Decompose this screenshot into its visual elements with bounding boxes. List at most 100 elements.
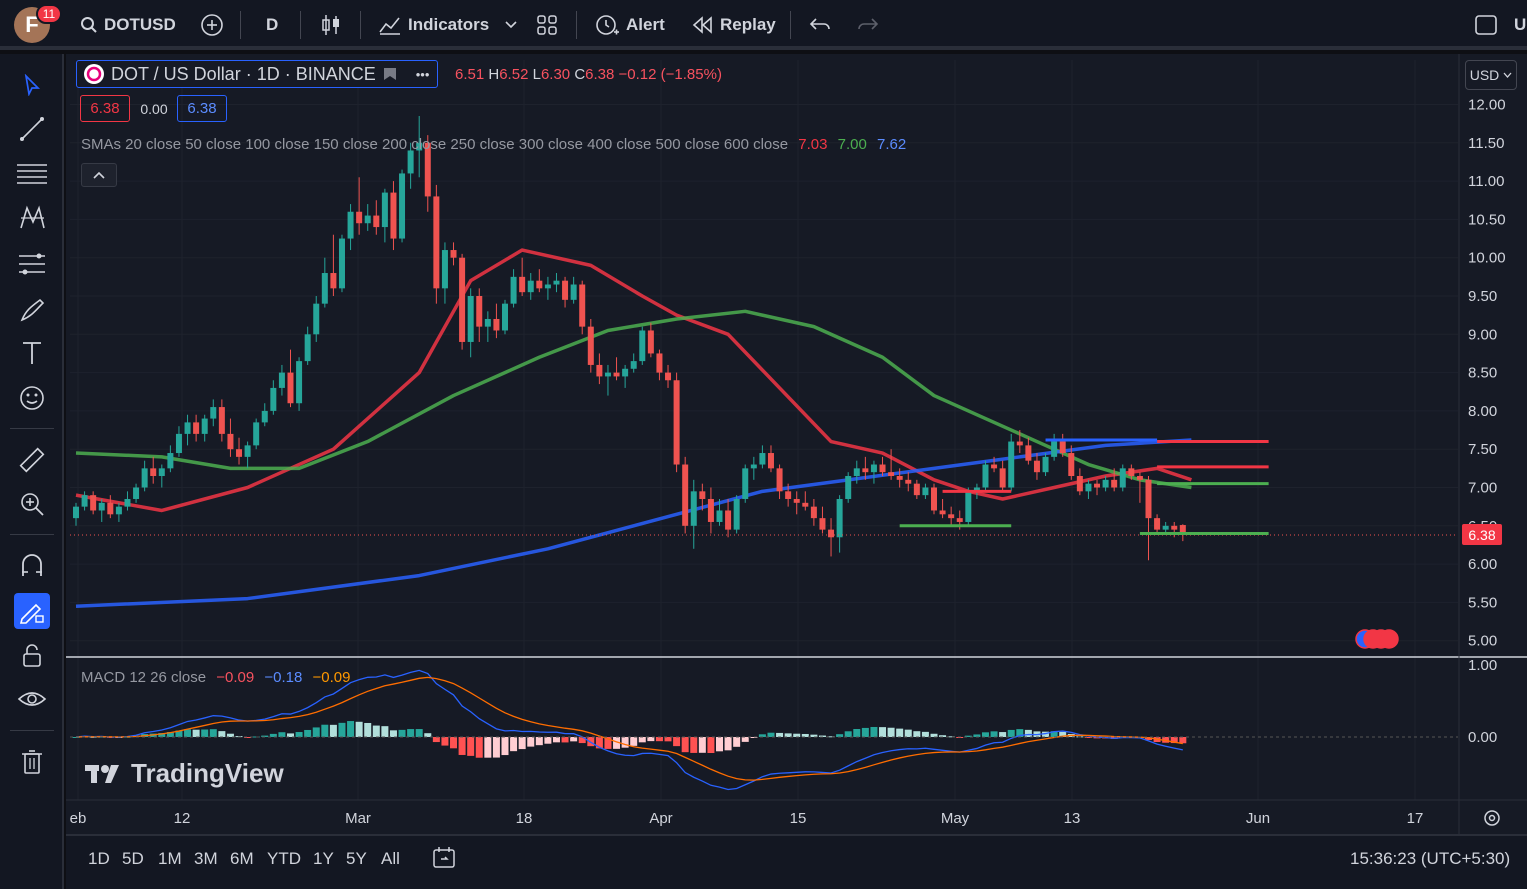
pattern-tool[interactable] (14, 200, 50, 236)
replay-button[interactable]: Replay (692, 0, 776, 50)
macd-histogram-bar (407, 729, 415, 737)
candle-body (991, 464, 998, 469)
macd-histogram-bar (690, 737, 698, 753)
symbol-search-button[interactable]: DOTUSD (80, 0, 176, 50)
candle-body (364, 215, 371, 224)
collapse-legend-button[interactable] (81, 163, 117, 187)
flag-icon[interactable] (382, 66, 398, 82)
user-menu-cut[interactable]: U (1514, 0, 1526, 50)
trendline-tool[interactable] (14, 111, 50, 147)
measure-tool[interactable] (14, 442, 50, 478)
macd-histogram-bar (518, 737, 526, 750)
time-tick-label: 17 (1407, 810, 1424, 827)
chart-area[interactable] (66, 54, 1527, 889)
price-tick-label: 7.50 (1468, 441, 1497, 458)
candle-body (278, 372, 285, 388)
range-button-1y[interactable]: 1Y (313, 849, 334, 868)
lock-drawings-tool[interactable] (14, 638, 50, 674)
macd-histogram-bar (467, 737, 475, 756)
cursor-tool[interactable] (14, 67, 50, 103)
redo-button[interactable] (856, 0, 880, 50)
text-tool[interactable] (14, 335, 50, 371)
candle-body (544, 284, 551, 289)
range-button-5d[interactable]: 5D (122, 849, 144, 868)
templates-button[interactable] (536, 0, 558, 50)
zoom-tool[interactable] (14, 486, 50, 522)
candle-body (253, 422, 260, 446)
macd-legend[interactable]: MACD 12 26 close −0.09 −0.18 −0.09 (81, 669, 350, 686)
symbol-legend[interactable]: DOT / US Dollar · 1D · BINANCE ••• (76, 60, 439, 88)
macd-histogram-bar (921, 731, 929, 737)
range-button-all[interactable]: All (381, 849, 400, 868)
candle-body (570, 284, 577, 300)
candle-body (965, 491, 972, 522)
currency-button[interactable]: USD (1465, 60, 1517, 90)
candle-body (1145, 479, 1152, 519)
layout-button[interactable] (1474, 0, 1498, 50)
macd-histogram-bar (381, 726, 389, 737)
macd-histogram-bar (1145, 737, 1152, 741)
range-button-1m[interactable]: 1M (158, 849, 182, 868)
macd-histogram-bar (261, 735, 269, 737)
more-options-icon[interactable]: ••• (415, 66, 430, 82)
sell-price-button[interactable]: 6.38 (80, 95, 130, 122)
emoji-tool[interactable] (14, 380, 50, 416)
hide-drawings-tool[interactable] (14, 682, 50, 718)
interval-button[interactable]: D (266, 0, 278, 50)
macd-histogram-bar (329, 724, 337, 737)
candle-body (673, 380, 680, 465)
toolbar-divider (240, 11, 241, 39)
macd-histogram-bar (801, 733, 809, 737)
magnet-tool[interactable] (14, 548, 50, 584)
macd-histogram-bar (853, 729, 861, 737)
candle-body (690, 491, 697, 526)
buy-price-button[interactable]: 6.38 (177, 95, 227, 122)
ohlc-open: 6.51 (455, 66, 485, 83)
chart-type-button[interactable] (320, 0, 342, 50)
candle-body (201, 418, 208, 434)
range-button-3m[interactable]: 3M (194, 849, 218, 868)
rewind-icon (692, 16, 712, 34)
candle-body (390, 192, 397, 239)
range-button-1d[interactable]: 1D (88, 849, 110, 868)
macd-histogram-bar (209, 729, 217, 737)
macd-histogram-bar (424, 733, 432, 737)
candle-body (236, 449, 243, 457)
candle-body (502, 303, 508, 331)
macd-histogram-bar (784, 733, 792, 737)
range-button-5y[interactable]: 5Y (346, 849, 367, 868)
chevron-down-icon (505, 21, 517, 29)
macd-histogram-bar (1059, 731, 1067, 737)
indicators-button[interactable]: Indicators (378, 0, 489, 50)
remove-drawings-tool[interactable] (14, 744, 50, 780)
fib-tool[interactable] (14, 156, 50, 192)
sma-legend[interactable]: SMAs 20 close 50 close 100 close 150 clo… (81, 136, 906, 153)
compare-add-button[interactable] (200, 0, 224, 50)
candle-body (441, 250, 448, 289)
range-button-ytd[interactable]: YTD (267, 849, 301, 868)
settings-gear-icon[interactable] (1484, 810, 1500, 826)
time-tick-label: 15 (790, 810, 807, 827)
indicators-dropdown[interactable] (505, 0, 517, 50)
stay-in-drawing-mode-tool[interactable] (14, 593, 50, 629)
price-tick-label: 6.00 (1468, 556, 1497, 573)
candle-body (1154, 518, 1161, 530)
macd-histogram-bar (458, 737, 466, 755)
candle-body (767, 453, 774, 469)
horizontal-lines-icon (17, 164, 47, 184)
forecast-tool[interactable] (14, 246, 50, 282)
candle-body (150, 468, 157, 477)
polkadot-logo-icon (84, 64, 104, 84)
undo-button[interactable] (808, 0, 832, 50)
macd-histogram-bar (450, 737, 458, 749)
alert-button[interactable]: Alert (594, 0, 665, 50)
timezone-clock[interactable]: 15:36:23 (UTC+5:30) (1350, 849, 1511, 868)
candle-body (1171, 525, 1178, 530)
brush-tool[interactable] (14, 292, 50, 328)
macd-histogram-bar (776, 732, 784, 737)
candle-body (759, 453, 766, 465)
goto-date-button[interactable] (432, 846, 458, 875)
projection-icon (19, 253, 45, 275)
range-button-6m[interactable]: 6M (230, 849, 254, 868)
